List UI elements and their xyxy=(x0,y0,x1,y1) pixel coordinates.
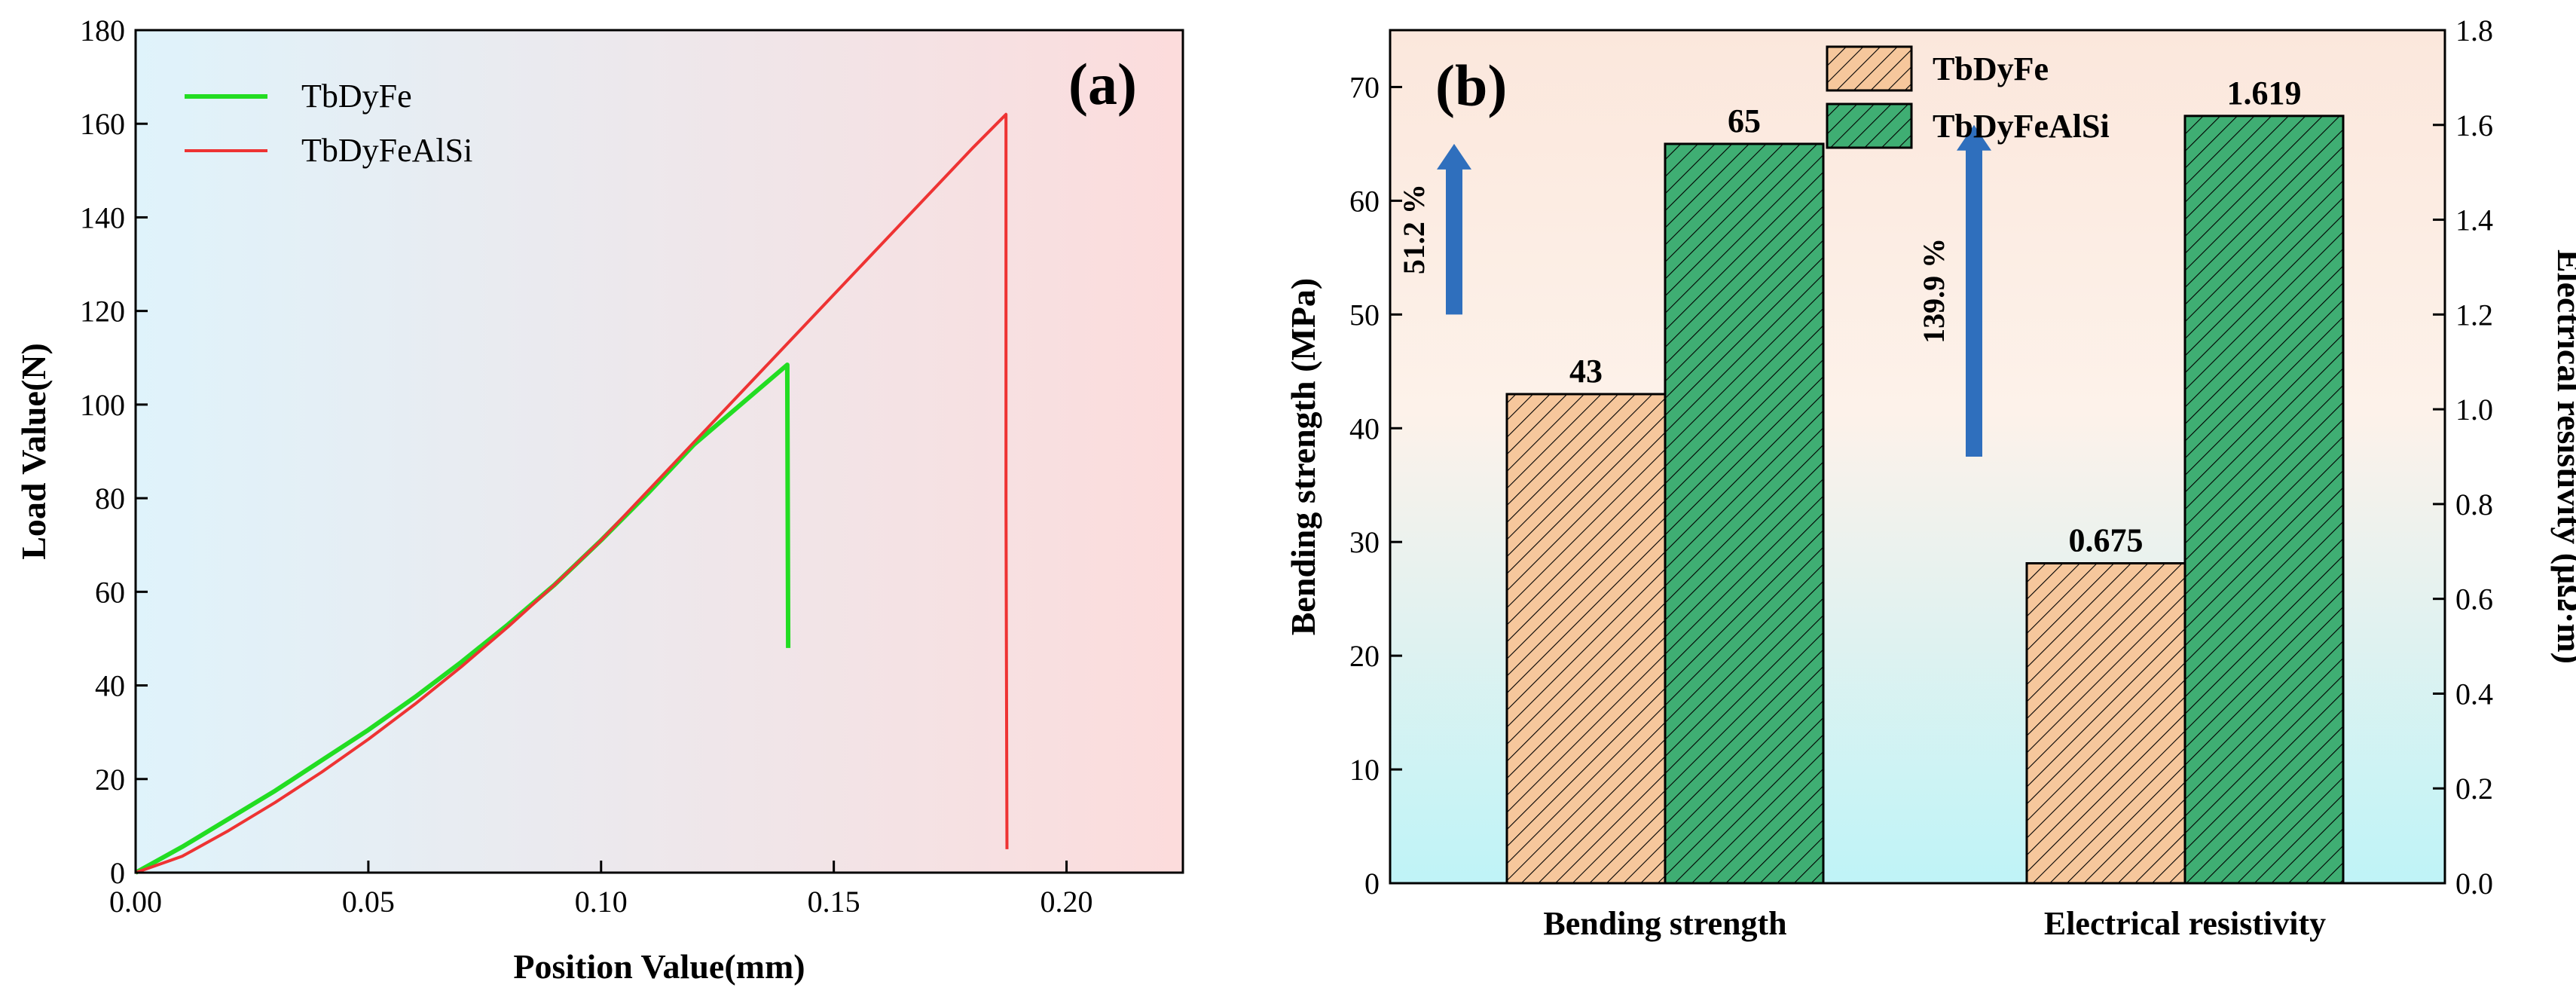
series-line-tbdyfe xyxy=(134,362,791,875)
increase-arrow-1 xyxy=(1957,124,1991,457)
panel-a-label: (a) xyxy=(1068,51,1137,117)
panel-a-y-axis-title: Load Value(N) xyxy=(14,343,53,560)
legend-swatch-tbdyfe-hatch xyxy=(1826,45,1913,92)
bar-hatch-tbdyfe-bending-strength xyxy=(1505,393,1667,885)
bar-hatch-tbdyfealsi-electrical-resistivity xyxy=(2183,115,2345,885)
panel-b-axes: 0 10 20 30 40 50 60 70 0.0 0.2 0.4 0.6 0.8 1.0 1.2 1.4 1… xyxy=(1349,14,2493,901)
data-label-tbdyfealsi-bending-strength: 65 xyxy=(1728,102,1761,139)
legend-label-tbdyfe: TbDyFe xyxy=(301,78,412,115)
legend-swatch-tbdyfealsi-hatch xyxy=(1826,102,1913,149)
right-y-tick-label: 0.8 xyxy=(2455,488,2493,521)
right-y-tick-label: 1.4 xyxy=(2455,203,2493,237)
x-tick-label: 0.05 xyxy=(342,885,395,919)
bar-hatch-tbdyfe-electrical-resistivity xyxy=(2025,562,2186,885)
increase-arrow-0 xyxy=(1437,143,1471,315)
increase-percent-label-0: 51.2 % xyxy=(1397,184,1431,274)
left-y-tick-label: 20 xyxy=(1349,639,1380,673)
right-y-tick-label: 0.0 xyxy=(2455,867,2493,901)
panel-a-legend: TbDyFe TbDyFeAlSi xyxy=(185,78,472,169)
y-tick-label: 140 xyxy=(80,200,125,234)
x-tick-label: 0.15 xyxy=(808,885,860,919)
left-y-tick-label: 50 xyxy=(1349,298,1380,332)
category-label-electrical-resistivity: Electrical resistivity xyxy=(2044,905,2326,942)
left-y-tick-label: 40 xyxy=(1349,411,1380,445)
right-y-tick-label: 1.0 xyxy=(2455,393,2493,427)
panel-b-legend: TbDyFe TbDyFeAlSi xyxy=(1826,45,2110,149)
left-y-tick-label: 30 xyxy=(1349,525,1380,559)
right-y-tick-label: 0.2 xyxy=(2455,772,2493,806)
y-tick-label: 20 xyxy=(95,763,125,797)
legend-label-tbdyfealsi: TbDyFeAlSi xyxy=(1933,108,2110,145)
y-tick-label: 0 xyxy=(110,856,125,890)
panel-a-load-position-chart: 0.00 0.05 0.10 0.15 0.20 0 20 40 60 80 100 120 140 16… xyxy=(14,14,1184,986)
panel-a-axes: 0.00 0.05 0.10 0.15 0.20 0 20 40 60 80 100 120 140 16… xyxy=(80,14,1184,919)
panel-b-left-y-axis-title: Bending strength (MPa) xyxy=(1284,278,1322,636)
panel-b-bars-group: 43 65 Bending strength 0.675 1.619 Electrical… xyxy=(1397,75,2345,942)
bar-hatch-tbdyfealsi-bending-strength xyxy=(1664,142,1825,885)
x-tick-label: 0.20 xyxy=(1040,885,1093,919)
panel-a-series-group xyxy=(134,112,1009,875)
left-y-tick-label: 70 xyxy=(1349,70,1380,104)
y-tick-label: 80 xyxy=(95,482,125,515)
y-tick-label: 100 xyxy=(80,388,125,422)
series-line-tbdyfealsi xyxy=(135,112,1009,874)
left-y-tick-label: 0 xyxy=(1364,867,1380,901)
panel-a-plot-background xyxy=(136,30,1183,873)
panel-b-bar-chart: 43 65 Bending strength 0.675 1.619 Electrical… xyxy=(1284,14,2576,942)
data-label-tbdyfe-electrical-resistivity: 0.675 xyxy=(2069,522,2144,559)
data-label-tbdyfealsi-electrical-resistivity: 1.619 xyxy=(2227,75,2302,112)
x-tick-label: 0.10 xyxy=(575,885,628,919)
legend-label-tbdyfe: TbDyFe xyxy=(1933,50,2049,87)
panel-b-frame xyxy=(1389,29,2446,885)
y-tick-label: 160 xyxy=(80,107,125,141)
left-y-tick-label: 10 xyxy=(1349,753,1380,787)
legend-label-tbdyfealsi: TbDyFeAlSi xyxy=(301,132,472,169)
right-y-tick-label: 0.4 xyxy=(2455,677,2493,711)
right-y-tick-label: 1.8 xyxy=(2455,14,2493,47)
y-tick-label: 180 xyxy=(80,14,125,47)
right-y-tick-label: 0.6 xyxy=(2455,583,2493,616)
x-tick-label: 0.00 xyxy=(109,885,162,919)
panel-b-label: (b) xyxy=(1435,53,1507,118)
right-y-tick-label: 1.2 xyxy=(2455,298,2493,332)
category-label-bending-strength: Bending strength xyxy=(1543,905,1786,942)
y-tick-label: 40 xyxy=(95,669,125,703)
panel-a-x-axis-title: Position Value(mm) xyxy=(513,947,805,986)
data-label-tbdyfe-bending-strength: 43 xyxy=(1569,353,1603,390)
y-tick-label: 60 xyxy=(95,575,125,609)
increase-percent-label-1: 139.9 % xyxy=(1917,238,1951,344)
right-y-tick-label: 1.6 xyxy=(2455,109,2493,142)
panel-a-frame xyxy=(134,29,1184,874)
left-y-tick-label: 60 xyxy=(1349,184,1380,218)
panel-b-right-y-axis-title: Electrical resistivity (μΩ·m) xyxy=(2550,249,2576,664)
y-tick-label: 120 xyxy=(80,295,125,329)
